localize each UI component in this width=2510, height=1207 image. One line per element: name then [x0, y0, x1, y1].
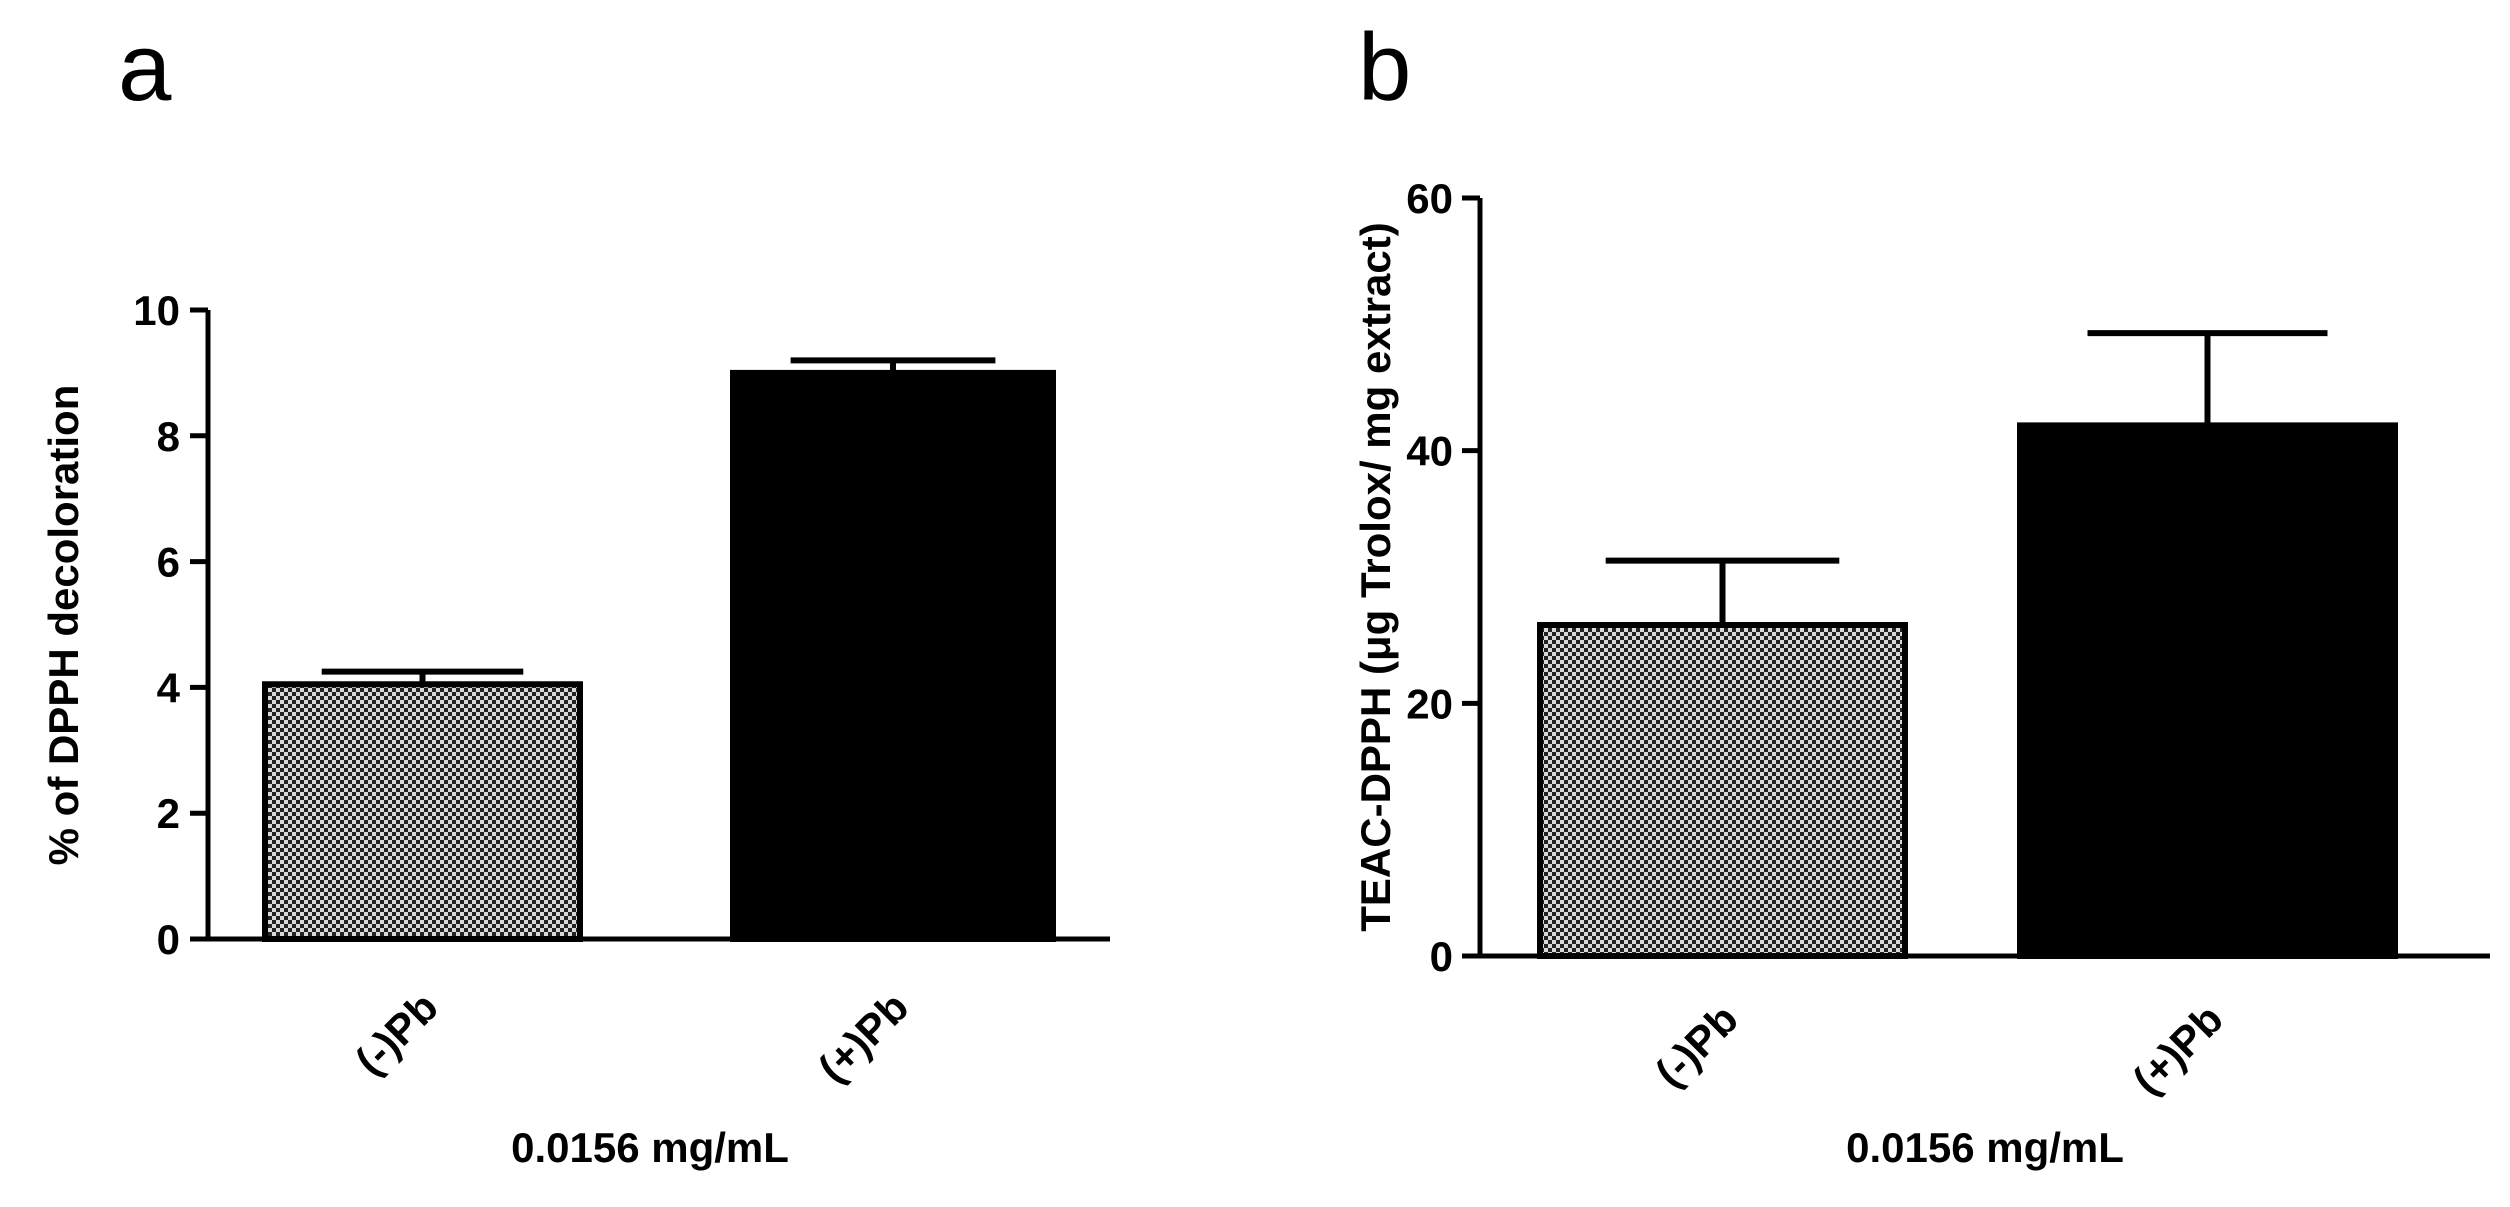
bar-b-minus-pb	[1537, 622, 1908, 959]
x-category-label-b: (-)Pb	[1646, 995, 1747, 1096]
y-tick-label-b: 0	[1430, 933, 1453, 980]
x-category-label-a: (+)Pb	[809, 983, 917, 1091]
category-labels-b: (-)Pb (+)Pb	[1646, 995, 2232, 1103]
bar-a-plus-pb	[730, 369, 1056, 942]
y-tick-label-a: 2	[157, 790, 180, 837]
panel-letter-b: b	[1358, 14, 1411, 121]
panel-letter-a: a	[118, 14, 172, 121]
bar-b-plus-pb	[2017, 422, 2398, 959]
y-tick-label-a: 4	[157, 664, 181, 711]
y-axis-title-b: TEAC-DPPH (μg Trolox/ mg extract)	[1352, 222, 1399, 931]
y-tick-label-a: 0	[157, 916, 180, 963]
bar-a-minus-pb	[262, 681, 583, 942]
y-tick-label-a: 10	[133, 287, 180, 334]
y-axis-ticks-b: 0 20 40 60	[1406, 175, 1480, 980]
category-labels-a: (-)Pb (+)Pb	[346, 983, 917, 1091]
chart-panel-a: a 0 2 4 6 8 10 (-)Pb (+)Pb % of DPPH decolorat…	[40, 14, 1110, 1171]
bars-b	[1537, 422, 2398, 959]
x-category-label-a: (-)Pb	[346, 983, 447, 1084]
y-tick-label-b: 40	[1406, 428, 1453, 475]
x-axis-title-a: 0.0156 mg/mL	[511, 1124, 789, 1171]
x-category-label-b: (+)Pb	[2124, 995, 2232, 1103]
error-bars-a	[321, 357, 996, 685]
y-tick-label-b: 60	[1406, 175, 1453, 222]
y-axis-ticks-a: 0 2 4 6 8 10	[133, 287, 208, 963]
error-bars-b	[1605, 330, 2328, 626]
y-tick-label-a: 8	[157, 413, 180, 460]
y-axis-title-a: % of DPPH decoloration	[40, 385, 87, 866]
y-tick-label-a: 6	[157, 539, 180, 586]
bars-a	[262, 369, 1056, 942]
x-axis-title-b: 0.0156 mg/mL	[1846, 1124, 2124, 1171]
y-tick-label-b: 20	[1406, 680, 1453, 727]
chart-panel-b: b 0 20 40 60 (-)Pb (+)Pb TEAC-DPPH (μg Trolo…	[1352, 14, 2490, 1171]
